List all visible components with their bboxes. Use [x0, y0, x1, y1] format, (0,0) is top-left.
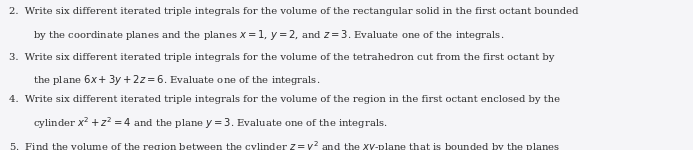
- Text: cylinder $x^2 + z^2 = 4$ and the plane $y = 3$. Evaluate one of the integrals.: cylinder $x^2 + z^2 = 4$ and the plane $…: [33, 116, 388, 131]
- Text: 2.  Write six different iterated triple integrals for the volume of the rectangu: 2. Write six different iterated triple i…: [9, 8, 579, 16]
- Text: 4.  Write six different iterated triple integrals for the volume of the region i: 4. Write six different iterated triple i…: [9, 95, 560, 104]
- Text: the plane $6x + 3y + 2z = 6$. Evaluate one of the integrals.: the plane $6x + 3y + 2z = 6$. Evaluate o…: [33, 73, 321, 87]
- Text: by the coordinate planes and the planes $x = 1$, $y = 2$, and $z = 3$. Evaluate : by the coordinate planes and the planes …: [33, 28, 505, 42]
- Text: 5.  Find the volume of the region between the cylinder $z = y^2$ and the $xy$-pl: 5. Find the volume of the region between…: [9, 140, 561, 150]
- Text: 3.  Write six different iterated triple integrals for the volume of the tetrahed: 3. Write six different iterated triple i…: [9, 52, 554, 62]
